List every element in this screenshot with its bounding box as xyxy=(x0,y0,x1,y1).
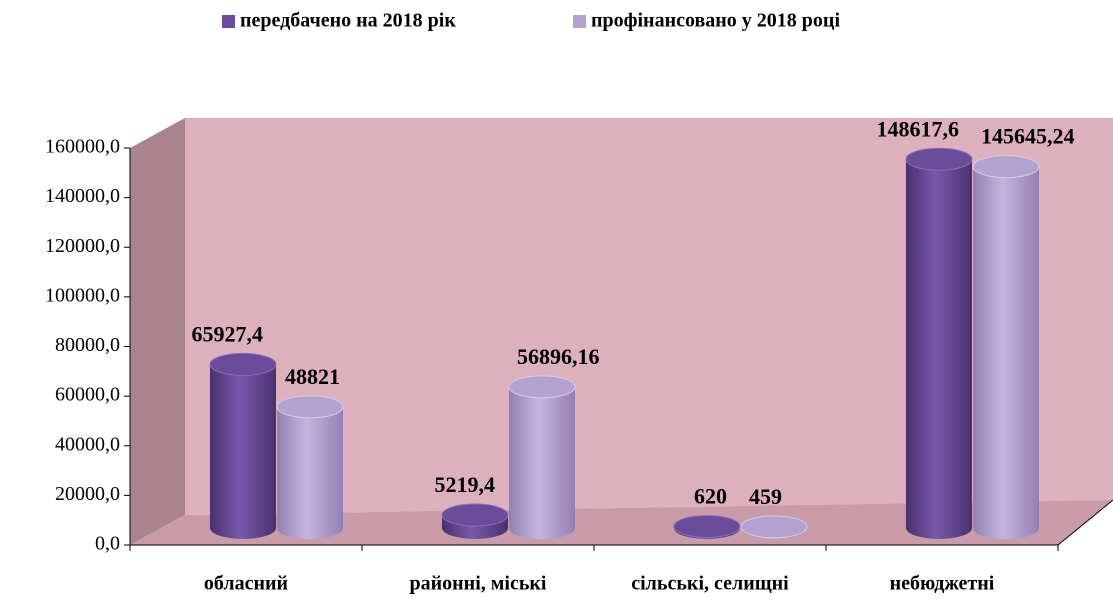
cylinder xyxy=(509,386,575,528)
y-tick-label: 40000,0 xyxy=(55,433,120,455)
y-tick-label: 80000,0 xyxy=(55,334,120,356)
cylinder-bottom xyxy=(973,517,1039,539)
value-label: 48821 xyxy=(285,364,340,389)
y-tick-label: 140000,0 xyxy=(45,185,120,207)
x-tick-label: сільські, селищні xyxy=(631,573,789,595)
legend-label: передбачено на 2018 рік xyxy=(240,10,456,32)
value-label: 65927,4 xyxy=(192,321,264,346)
value-label: 620 xyxy=(694,484,727,509)
x-axis-depth xyxy=(1057,499,1113,546)
cylinder-bottom xyxy=(210,517,276,539)
cylinder xyxy=(210,364,276,528)
cylinder-top xyxy=(740,515,808,539)
y-tick-label: 0,0 xyxy=(95,533,120,555)
cylinder xyxy=(906,159,972,528)
value-label: 145645,24 xyxy=(981,124,1075,149)
x-tick-label: обласний xyxy=(204,573,288,595)
legend-swatch xyxy=(573,15,586,28)
value-label: 148617,6 xyxy=(877,116,960,141)
cylinder-top xyxy=(508,375,576,399)
cylinder-top xyxy=(276,395,344,419)
y-tick-label: 60000,0 xyxy=(55,384,120,406)
back-wall xyxy=(185,118,1113,515)
cylinder-bottom xyxy=(906,517,972,539)
y-tick-label: 20000,0 xyxy=(55,483,120,505)
cylinder-bottom xyxy=(509,517,575,539)
value-label: 56896,16 xyxy=(517,344,600,369)
cylinder-top xyxy=(441,503,509,527)
floor xyxy=(130,500,1113,545)
cylinder-top xyxy=(209,352,277,376)
cylinder-top xyxy=(972,155,1040,179)
side-wall xyxy=(130,118,185,545)
y-tick-label: 100000,0 xyxy=(45,284,120,306)
y-tick-label: 160000,0 xyxy=(45,136,120,158)
cylinder-top xyxy=(673,514,741,538)
legend-swatch xyxy=(222,15,235,28)
cylinder xyxy=(277,406,343,528)
value-label: 5219,4 xyxy=(435,472,496,497)
legend-label: профінансовано у 2018 році xyxy=(591,10,840,32)
x-tick-label: районні, міські xyxy=(410,573,547,595)
y-tick-label: 120000,0 xyxy=(45,235,120,257)
cylinder-bottom xyxy=(277,517,343,539)
x-tick-label: небюджетні xyxy=(890,573,995,595)
cylinder xyxy=(973,166,1039,529)
cylinder-top xyxy=(905,147,973,171)
value-label: 459 xyxy=(749,484,782,509)
